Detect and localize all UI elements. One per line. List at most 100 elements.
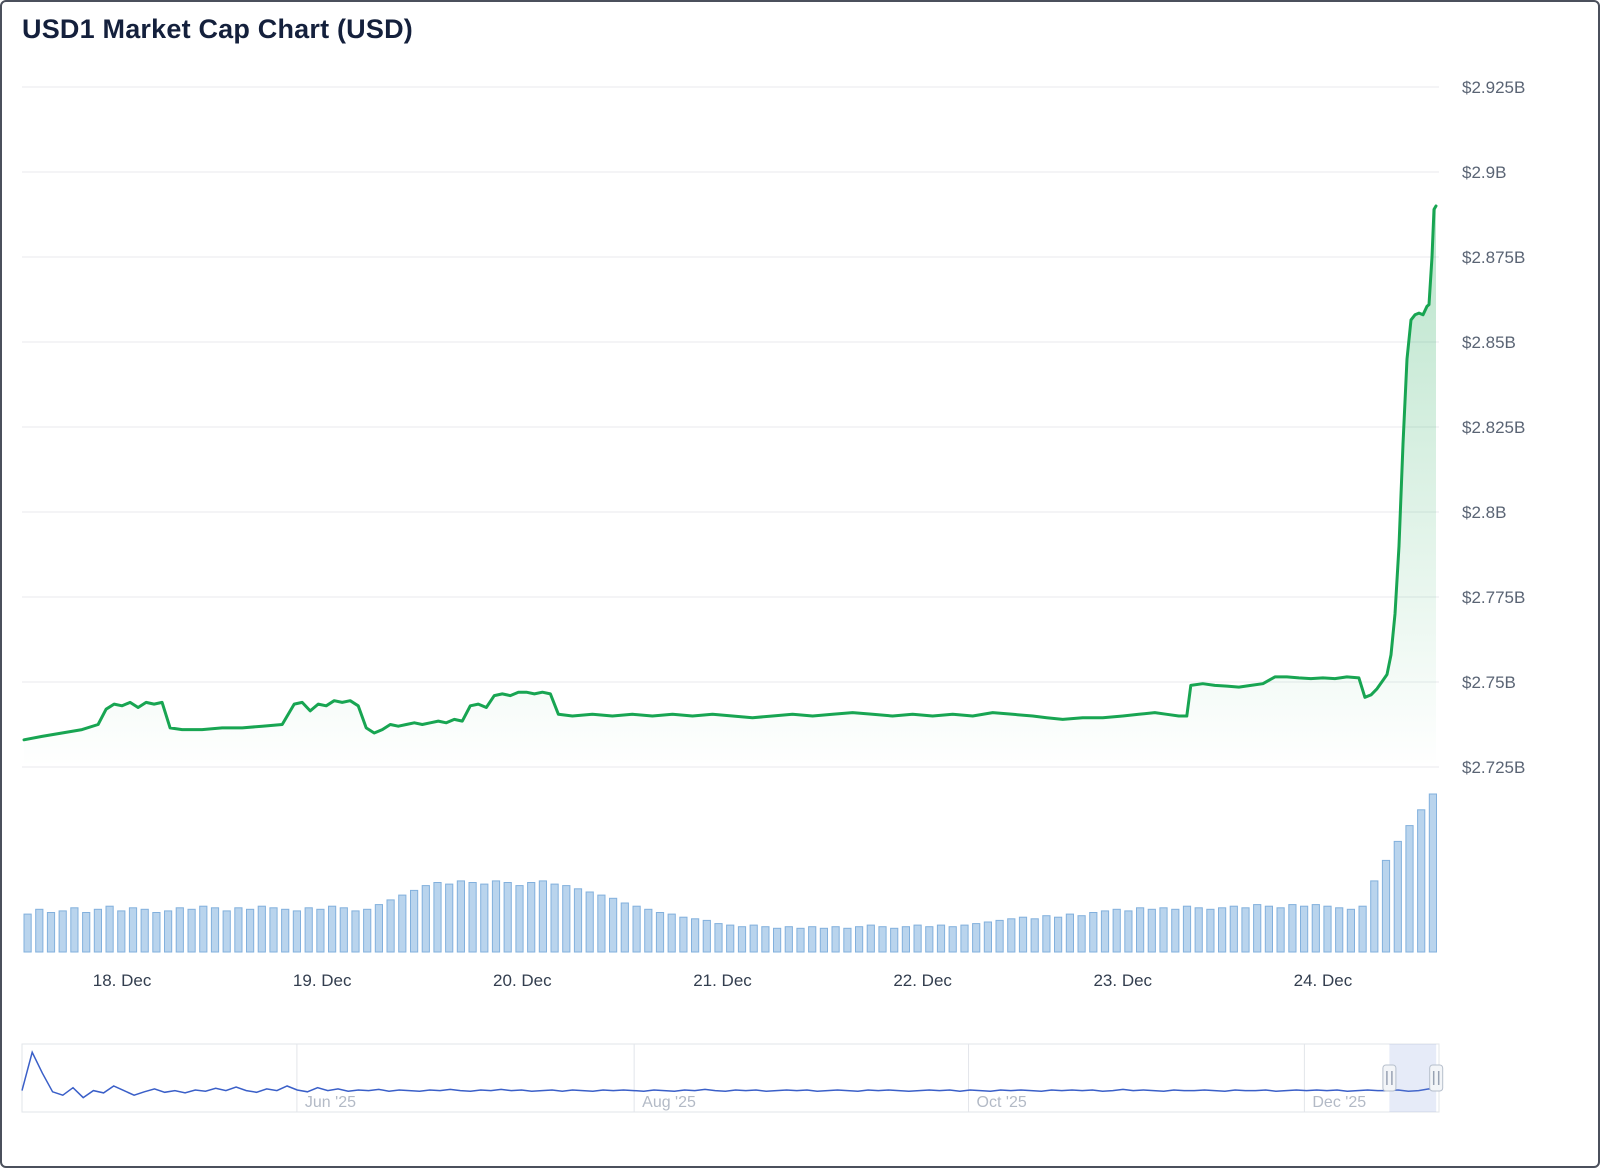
volume-bar [46,912,56,953]
volume-bar [1007,918,1016,953]
volume-bar [1147,908,1156,953]
volume-bar [972,923,981,953]
volume-bar [1229,905,1238,953]
y-axis-tick-label: $2.775B [1462,588,1525,607]
y-axis-tick-label: $2.725B [1462,758,1525,777]
volume-bar [562,885,571,953]
x-axis-tick-label: 18. Dec [93,971,152,990]
volume-bar [644,908,653,953]
volume-bar [1288,904,1297,953]
volume-bar [667,913,676,953]
volume-bar [491,880,501,953]
volume-bar [1182,905,1192,953]
market-cap-series[interactable] [22,204,1438,767]
x-axis-tick-label: 24. Dec [1294,971,1353,990]
volume-bar [527,882,536,953]
volume-bar [1335,907,1344,953]
volume-bars[interactable] [23,793,1438,953]
volume-bar [35,908,44,953]
x-axis-tick-label: 21. Dec [693,971,752,990]
volume-bar [878,926,887,953]
navigator[interactable]: Jun '25 Aug '25 Oct '25 Dec '25 [21,1043,1444,1113]
volume-bar [925,926,934,953]
volume-bar [1370,880,1379,953]
volume-bar [339,907,348,953]
volume-bar [538,880,547,953]
y-axis-labels: $2.925B $2.9B $2.875B $2.85B $2.825B $2.8B $2.… [1462,78,1525,777]
volume-bar [1077,915,1086,953]
volume-bar [948,926,957,953]
volume-bar [257,905,266,953]
volume-bar [784,926,793,953]
volume-bar [1054,916,1063,953]
x-axis-labels: 18. Dec 19. Dec 20. Dec 21. Dec 22. Dec 23. D… [93,971,1353,990]
volume-bar [164,910,173,953]
volume-bar [890,927,899,953]
volume-bar [58,910,67,953]
navigator-outline [21,1043,1440,1113]
volume-bar [515,885,524,953]
volume-bar [1218,907,1227,953]
navigator-handle-right[interactable] [1429,1064,1444,1092]
volume-bar [1194,907,1203,953]
x-axis-tick-label: 20. Dec [493,971,552,990]
volume-bar [328,905,337,953]
volume-bar [234,907,243,953]
volume-bar [1405,825,1414,953]
volume-bar [351,910,360,953]
volume-bar [737,926,747,953]
volume-bar [679,916,688,953]
y-axis-tick-label: $2.875B [1462,248,1525,267]
chart-title: USD1 Market Cap Chart (USD) [22,14,413,44]
market-cap-area [24,206,1436,767]
volume-bar [93,908,103,953]
volume-bar [374,904,383,953]
volume-bar [480,883,489,953]
volume-bar [316,908,325,953]
volume-bar [1136,907,1145,953]
x-axis-tick-label: 23. Dec [1093,971,1152,990]
volume-bar [983,921,992,953]
volume-bar [304,907,313,953]
volume-bar [468,882,477,953]
x-axis-tick-label: 22. Dec [893,971,952,990]
volume-bar [199,905,208,953]
volume-bar [105,905,114,953]
volume-bar [936,924,946,953]
volume-bar [585,891,594,953]
y-axis-tick-label: $2.75B [1462,673,1516,692]
volume-bar [1042,915,1051,953]
navigator-month-label: Jun '25 [305,1094,356,1111]
volume-bar [714,923,723,953]
y-axis-tick-label: $2.925B [1462,78,1525,97]
navigator-handle-left[interactable] [1382,1064,1397,1092]
volume-bar [269,907,278,953]
volume-bar [1100,910,1110,953]
volume-bar [152,912,161,953]
volume-bar [1018,916,1028,953]
y-axis-tick-label: $2.85B [1462,333,1516,352]
volume-bar [1300,905,1309,953]
volume-bar [655,912,665,953]
volume-bar [82,912,91,953]
volume-bar [1124,910,1133,953]
navigator-selected-range[interactable] [1389,1044,1437,1112]
volume-bar [187,908,196,953]
volume-bar [609,897,618,953]
volume-bar [1346,908,1356,953]
volume-bar [960,924,969,953]
navigator-line [21,1050,1440,1099]
volume-bar [1428,793,1438,953]
volume-bar [1311,904,1320,953]
volume-bar [913,924,922,953]
volume-bar [1358,905,1367,953]
navigator-month-label: Dec '25 [1312,1094,1366,1111]
volume-bar [691,918,700,953]
volume-bar [1171,908,1180,953]
y-axis-tick-label: $2.825B [1462,418,1525,437]
grid-lines [22,86,1439,768]
volume-bar [761,926,770,953]
volume-bar [398,894,407,953]
volume-bar [620,902,629,953]
